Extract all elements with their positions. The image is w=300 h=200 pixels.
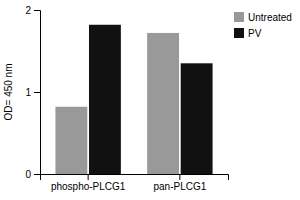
- legend-swatch: [234, 12, 244, 22]
- tick-label: phospho-PLCG1: [51, 181, 126, 192]
- tick-mark: [34, 174, 40, 175]
- tick: 1: [25, 87, 40, 98]
- bars: [55, 25, 212, 174]
- tick: phospho-PLCG1: [51, 174, 126, 192]
- legend-label: PV: [248, 28, 262, 39]
- bar: [55, 107, 87, 174]
- legend-swatch: [234, 28, 244, 38]
- tick-label: 0: [25, 169, 31, 180]
- legend-item: PV: [234, 28, 262, 39]
- legend-item: Untreated: [234, 12, 292, 23]
- legend: Untreated PV: [234, 12, 292, 39]
- tick-mark: [179, 174, 180, 180]
- tick: 0: [25, 169, 40, 180]
- tick: 2: [25, 5, 40, 16]
- tick-label: pan-PLCG1: [153, 181, 206, 192]
- plot: 0 1 2 phospho-PLCG1 pan-PLCG1 OD= 450 nm: [3, 5, 229, 192]
- x-axis: phospho-PLCG1 pan-PLCG1: [41, 174, 229, 192]
- chart: 0 1 2 phospho-PLCG1 pan-PLCG1 OD= 450 nm Untre…: [0, 0, 300, 200]
- axis-line: [41, 175, 229, 181]
- tick-mark: [34, 10, 40, 11]
- y-axis-title: OD= 450 nm: [3, 64, 14, 121]
- tick-label: 1: [25, 87, 31, 98]
- tick-mark: [88, 174, 89, 180]
- tick: pan-PLCG1: [153, 174, 206, 192]
- tick-label: 2: [25, 5, 31, 16]
- bar: [89, 25, 121, 174]
- y-axis: 0 1 2: [25, 5, 40, 180]
- tick-mark: [34, 92, 40, 93]
- axis-line: [34, 11, 41, 175]
- bar: [147, 33, 179, 174]
- legend-label: Untreated: [248, 12, 292, 23]
- bar: [181, 63, 213, 174]
